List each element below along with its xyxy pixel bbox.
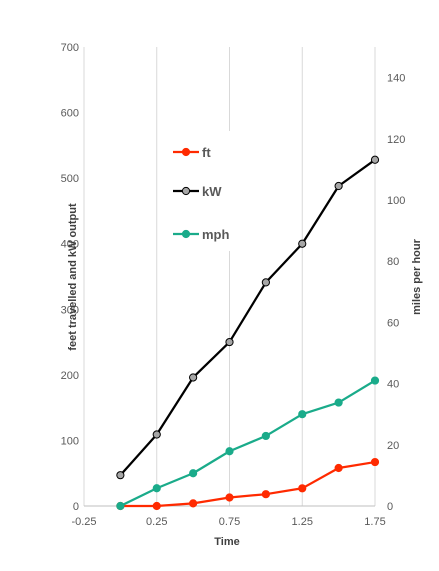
x-tick-label: 0.25 xyxy=(146,516,167,528)
series-layer xyxy=(116,155,380,511)
point-mph xyxy=(298,410,307,419)
y-axis-title: feet travelled and kW output xyxy=(67,203,79,351)
point-ft xyxy=(261,490,270,499)
y-tick-label: 100 xyxy=(61,435,79,447)
y-tick-label: 0 xyxy=(73,501,79,513)
series-line-mph xyxy=(119,379,376,508)
x-tick-label: 1.25 xyxy=(292,516,313,528)
point-ft xyxy=(298,484,307,493)
x-axis-title: Time xyxy=(214,536,239,548)
x-tick-label: 0.75 xyxy=(219,516,240,528)
legend-marker-kW xyxy=(181,186,191,196)
y-tick-label: 300 xyxy=(61,304,79,316)
y2-tick-label: 40 xyxy=(387,379,399,391)
y2-axis-title: miles per hour xyxy=(411,238,423,315)
y-tick-label: 500 xyxy=(61,173,79,185)
point-ft xyxy=(225,493,234,502)
legend-label-kW: kW xyxy=(202,184,222,199)
point-kW xyxy=(116,471,125,480)
y-tick-label: 200 xyxy=(61,370,79,382)
point-kW xyxy=(152,430,161,439)
point-kW xyxy=(370,155,380,164)
y2-tick-label: 60 xyxy=(387,317,399,329)
series-line-kW xyxy=(119,158,376,476)
point-mph xyxy=(152,484,161,493)
point-mph xyxy=(116,501,125,511)
y2-tick-label: 80 xyxy=(387,256,399,268)
point-mph xyxy=(334,398,343,407)
x-tick-label: -0.25 xyxy=(71,516,96,528)
y-tick-label: 400 xyxy=(61,239,79,251)
point-ft xyxy=(370,457,380,467)
legend: ft kW mph xyxy=(160,131,248,251)
y2-tick-label: 100 xyxy=(387,195,405,207)
series-line-ft xyxy=(120,460,376,508)
y-tick-label: 700 xyxy=(61,42,79,54)
point-kW xyxy=(334,181,343,191)
point-ft xyxy=(334,463,343,473)
legend-marker-mph xyxy=(181,229,191,239)
point-kW xyxy=(298,239,307,248)
point-mph xyxy=(370,376,380,385)
point-ft xyxy=(152,501,161,511)
grid-layer xyxy=(83,47,376,506)
y2-tick-label: 20 xyxy=(387,440,399,452)
point-mph xyxy=(189,469,198,478)
y-tick-label: 600 xyxy=(61,108,79,120)
point-kW xyxy=(225,337,234,347)
x-tick-label: 1.75 xyxy=(364,516,385,528)
point-ft xyxy=(189,499,198,508)
axis-layer: -0.25 0.25 0.75 1.25 1.750100200300400500600… xyxy=(61,42,406,528)
legend-marker-ft xyxy=(181,147,191,157)
legend-label-mph: mph xyxy=(202,227,230,242)
legend-label-ft: ft xyxy=(202,145,211,160)
y2-tick-label: 140 xyxy=(387,73,405,85)
y2-tick-label: 0 xyxy=(387,501,393,513)
y2-tick-label: 120 xyxy=(387,134,405,146)
point-mph xyxy=(225,447,234,456)
point-kW xyxy=(189,373,198,382)
point-kW xyxy=(261,278,270,287)
point-mph xyxy=(261,431,270,441)
